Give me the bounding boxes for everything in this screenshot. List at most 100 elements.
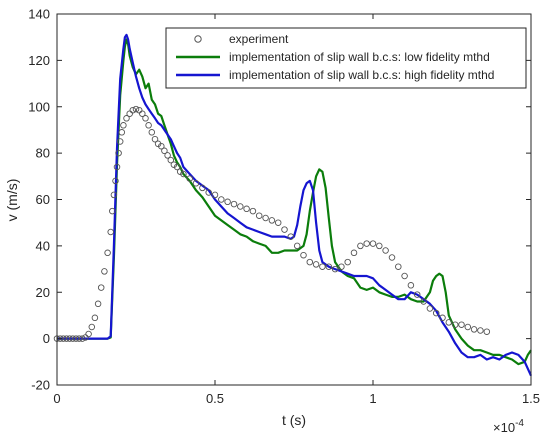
experiment-point [164,152,171,159]
experiment-point [186,175,193,182]
legend-label-experiment: experiment [229,32,289,46]
experiment-point [300,251,307,259]
experiment-point [477,327,484,334]
experiment-point [312,261,320,268]
legend-label-high-fidelity: implementation of slip wall b.c.s: high … [229,68,494,82]
experiment-point [344,258,351,266]
x-tick-label: 1 [369,391,376,406]
y-tick-label: 100 [28,99,50,114]
experiment-point [464,323,472,331]
legend: experiment implementation of slip wall b… [165,27,527,89]
experiment-point [82,334,89,341]
y-tick-label: 40 [36,238,50,253]
experiment-point [350,249,358,257]
experiment-point [142,115,149,122]
experiment-point [230,200,238,208]
experiment-point [139,110,146,117]
experiment-point [120,122,127,129]
x-axis-label: t (s) [282,412,306,428]
experiment-point [112,177,119,185]
experiment-point [331,265,339,273]
experiment-point [426,305,434,312]
x-tick-label: 1.5 [522,391,540,406]
experiment-point [439,314,446,322]
x-exponent-power: -4 [515,418,524,429]
experiment-point [72,335,80,342]
experiment-point [363,240,370,247]
experiment-point [115,149,122,157]
experiment-point [395,263,402,270]
experiment-point [69,335,77,342]
experiment-point [224,198,231,206]
experiment-point [66,335,73,342]
experiment-point [293,242,301,250]
series-line-1 [57,38,532,366]
experiment-point [148,129,156,136]
experiment-point [132,105,140,113]
experiment-point [451,321,459,328]
experiment-point [97,284,105,291]
experiment-point [281,226,288,233]
experiment-point [101,268,108,275]
experiment-point [158,142,165,150]
experiment-point [104,249,111,257]
experiment-point [173,163,181,171]
x-tick-label: 0.5 [206,391,224,406]
legend-label-low-fidelity: implementation of slip wall b.c.s: low f… [229,50,490,64]
experiment-point [420,298,427,305]
y-tick-label: 60 [36,192,50,207]
experiment-point [218,196,225,203]
x-tick-label: 0 [53,391,60,406]
experiment-point [319,263,326,270]
experiment-point [325,263,333,270]
experiment-point [205,189,212,196]
experiment-point [357,242,364,250]
y-tick-label: 80 [36,146,50,161]
experiment-point [287,233,295,240]
experiment-point [85,330,92,338]
y-tick-label: 0 [43,331,50,346]
experiment-point [255,212,263,219]
experiment-point [413,291,421,298]
experiment-point [262,214,269,222]
legend-box [165,27,527,89]
experiment-point [94,300,102,308]
experiment-point [382,247,389,254]
experiment-point [88,323,96,331]
experiment-point [470,326,478,333]
experiment-point [274,219,282,226]
experiment-point [445,319,453,326]
experiment-point [388,254,396,261]
experiment-point [211,191,219,199]
experiment-point [63,335,70,342]
experiment-point [161,147,168,155]
experiment-point [376,242,383,250]
experiment-point [145,122,152,129]
experiment-point [237,203,244,210]
experiment-point [199,184,206,192]
experiment-point [306,258,314,266]
experiment-point [180,170,187,178]
experiment-point [167,156,175,164]
experiment-point [369,240,377,247]
experiment-point [338,263,345,270]
experiment-point [268,217,276,224]
series-layer [53,33,533,377]
experiment-point [107,228,114,236]
experiment-point [249,207,257,215]
y-tick-label: 120 [28,53,50,68]
experiment-point [483,328,491,335]
y-tick-label: 140 [28,7,50,22]
experiment-point [79,335,86,342]
experiment-point [113,163,121,171]
experiment-point [109,207,116,215]
experiment-point [129,106,137,114]
y-axis-label: v (m/s) [4,179,20,222]
experiment-point [192,180,200,187]
experiment-point [151,135,159,143]
experiment-point [401,272,408,280]
x-exponent-base: ×10 [493,420,515,435]
